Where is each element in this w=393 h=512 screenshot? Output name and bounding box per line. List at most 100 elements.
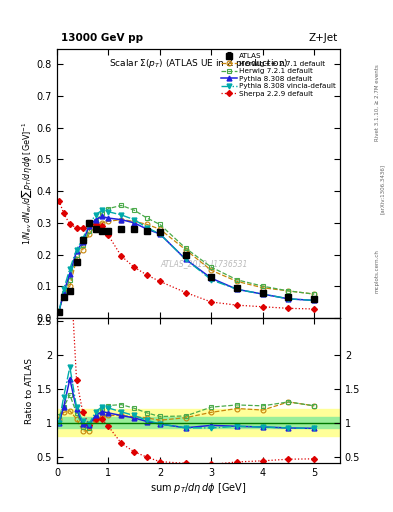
Herwig++ 2.7.1 default [57, 308, 61, 314]
Sherpa 2.2.9 default [132, 264, 136, 270]
Pythia 8.308 vincia-default [61, 286, 66, 292]
Pythia 8.308 default [57, 308, 61, 314]
Sherpa 2.2.9 default [286, 305, 291, 311]
Pythia 8.308 vincia-default [261, 291, 265, 297]
Sherpa 2.2.9 default [235, 302, 239, 308]
Pythia 8.308 default [132, 220, 136, 226]
Text: mcplots.cern.ch: mcplots.cern.ch [375, 249, 380, 293]
Text: Scalar $\Sigma(p_T)$ (ATLAS UE in Z production): Scalar $\Sigma(p_T)$ (ATLAS UE in Z prod… [109, 57, 288, 70]
Pythia 8.308 vincia-default [209, 277, 214, 283]
Sherpa 2.2.9 default [74, 224, 79, 230]
Pythia 8.308 vincia-default [145, 224, 149, 230]
Pythia 8.308 default [74, 248, 79, 254]
Y-axis label: $1/N_{ev}\,dN_{ev}/d\sum p_T/d\eta\,d\phi\;[\mathrm{GeV}]^{-1}$: $1/N_{ev}\,dN_{ev}/d\sum p_T/d\eta\,d\ph… [20, 121, 34, 245]
Herwig++ 2.7.1 default [93, 223, 98, 229]
Sherpa 2.2.9 default [61, 210, 66, 217]
Pythia 8.308 default [158, 231, 162, 237]
Herwig++ 2.7.1 default [119, 217, 124, 223]
Pythia 8.308 default [106, 215, 111, 221]
Pythia 8.308 vincia-default [312, 297, 317, 304]
Line: Pythia 8.308 default: Pythia 8.308 default [57, 214, 317, 314]
Sherpa 2.2.9 default [158, 279, 162, 285]
Sherpa 2.2.9 default [209, 299, 214, 305]
Herwig 7.2.1 default [286, 288, 291, 294]
X-axis label: sum $p_T/d\eta\,d\phi$ [GeV]: sum $p_T/d\eta\,d\phi$ [GeV] [150, 481, 247, 495]
Sherpa 2.2.9 default [57, 198, 61, 204]
Herwig 7.2.1 default [87, 228, 92, 234]
Pythia 8.308 vincia-default [93, 212, 98, 218]
Y-axis label: Ratio to ATLAS: Ratio to ATLAS [25, 357, 34, 423]
Herwig 7.2.1 default [57, 308, 61, 314]
Pythia 8.308 vincia-default [57, 308, 61, 314]
Pythia 8.308 vincia-default [106, 209, 111, 215]
Pythia 8.308 vincia-default [80, 236, 85, 242]
Herwig++ 2.7.1 default [261, 285, 265, 291]
Pythia 8.308 vincia-default [74, 247, 79, 253]
Sherpa 2.2.9 default [68, 221, 72, 227]
Sherpa 2.2.9 default [93, 221, 98, 227]
Pythia 8.308 vincia-default [68, 266, 72, 272]
Sherpa 2.2.9 default [312, 306, 317, 312]
Herwig++ 2.7.1 default [100, 220, 105, 226]
Pythia 8.308 vincia-default [132, 217, 136, 223]
Herwig++ 2.7.1 default [235, 279, 239, 285]
Herwig++ 2.7.1 default [145, 221, 149, 227]
Herwig 7.2.1 default [61, 289, 66, 295]
Sherpa 2.2.9 default [119, 253, 124, 259]
Herwig 7.2.1 default [80, 242, 85, 248]
Sherpa 2.2.9 default [183, 289, 188, 295]
Sherpa 2.2.9 default [87, 223, 92, 229]
Herwig++ 2.7.1 default [106, 218, 111, 224]
Pythia 8.308 default [209, 275, 214, 281]
Pythia 8.308 vincia-default [87, 221, 92, 227]
Herwig 7.2.1 default [68, 277, 72, 283]
Pythia 8.308 vincia-default [100, 207, 105, 213]
Pythia 8.308 default [100, 214, 105, 220]
Herwig++ 2.7.1 default [87, 231, 92, 237]
Text: [arXiv:1306.3436]: [arXiv:1306.3436] [380, 164, 384, 215]
Legend: ATLAS, Herwig++ 2.7.1 default, Herwig 7.2.1 default, Pythia 8.308 default, Pythi: ATLAS, Herwig++ 2.7.1 default, Herwig 7.… [218, 50, 338, 99]
Herwig 7.2.1 default [100, 210, 105, 217]
Herwig++ 2.7.1 default [286, 288, 291, 294]
Text: Rivet 3.1.10, ≥ 2.7M events: Rivet 3.1.10, ≥ 2.7M events [375, 64, 380, 141]
Sherpa 2.2.9 default [145, 272, 149, 278]
Pythia 8.308 vincia-default [158, 231, 162, 237]
Line: Herwig 7.2.1 default: Herwig 7.2.1 default [57, 203, 317, 313]
Pythia 8.308 default [68, 270, 72, 276]
Herwig 7.2.1 default [93, 218, 98, 224]
Herwig++ 2.7.1 default [132, 218, 136, 224]
Line: Pythia 8.308 vincia-default: Pythia 8.308 vincia-default [57, 208, 317, 314]
Pythia 8.308 default [183, 256, 188, 262]
Herwig++ 2.7.1 default [183, 247, 188, 253]
Herwig 7.2.1 default [261, 283, 265, 289]
Herwig++ 2.7.1 default [209, 267, 214, 273]
Line: Sherpa 2.2.9 default: Sherpa 2.2.9 default [57, 199, 316, 311]
Text: ATLAS_2019_I1736531: ATLAS_2019_I1736531 [160, 260, 248, 268]
Herwig 7.2.1 default [132, 207, 136, 213]
Pythia 8.308 default [61, 289, 66, 295]
Pythia 8.308 default [261, 291, 265, 297]
Pythia 8.308 default [87, 223, 92, 229]
Pythia 8.308 default [235, 286, 239, 292]
Herwig 7.2.1 default [312, 291, 317, 297]
Herwig++ 2.7.1 default [74, 256, 79, 262]
Herwig++ 2.7.1 default [80, 247, 85, 253]
Pythia 8.308 default [80, 239, 85, 245]
Pythia 8.308 vincia-default [286, 296, 291, 302]
Herwig 7.2.1 default [158, 221, 162, 227]
Herwig++ 2.7.1 default [68, 283, 72, 289]
Pythia 8.308 default [286, 296, 291, 302]
Herwig 7.2.1 default [119, 202, 124, 208]
Herwig++ 2.7.1 default [158, 226, 162, 232]
Pythia 8.308 vincia-default [235, 286, 239, 292]
Pythia 8.308 default [119, 217, 124, 223]
Sherpa 2.2.9 default [261, 304, 265, 310]
Herwig 7.2.1 default [106, 205, 111, 211]
Sherpa 2.2.9 default [106, 232, 111, 239]
Pythia 8.308 vincia-default [183, 256, 188, 262]
Herwig 7.2.1 default [183, 245, 188, 251]
Sherpa 2.2.9 default [80, 224, 85, 230]
Text: Z+Jet: Z+Jet [309, 33, 338, 43]
Herwig 7.2.1 default [145, 215, 149, 221]
Line: Herwig++ 2.7.1 default: Herwig++ 2.7.1 default [57, 217, 317, 314]
